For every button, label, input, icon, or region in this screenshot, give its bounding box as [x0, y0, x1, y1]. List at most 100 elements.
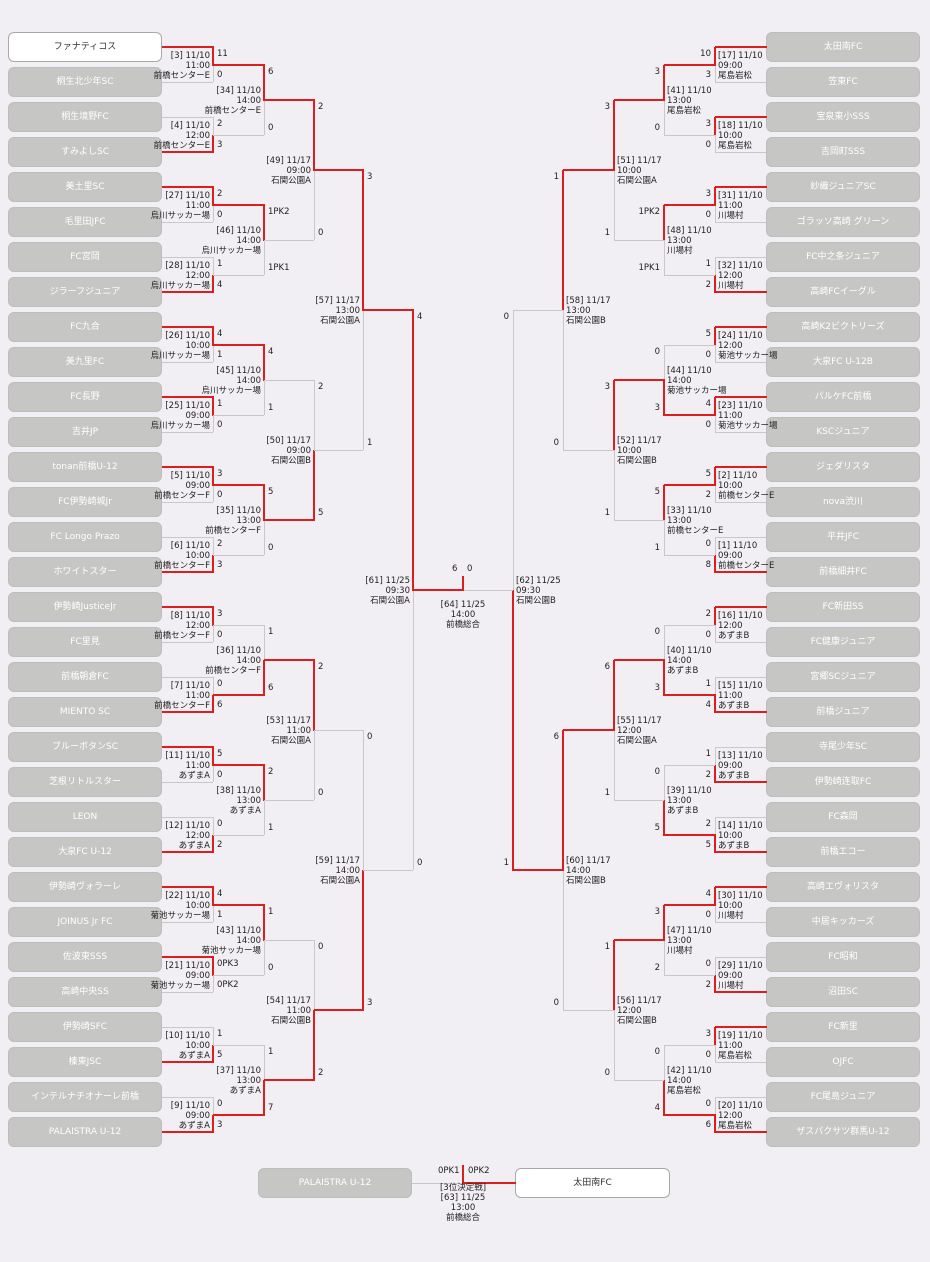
match-venue: 川場村: [718, 910, 744, 921]
team-box-left[interactable]: MIENTO SC: [8, 697, 162, 727]
team-box-right[interactable]: ザスパクサツ群馬U-12: [766, 1117, 920, 1147]
team-box-right[interactable]: 吉岡町SSS: [766, 137, 920, 167]
team-box-right[interactable]: 高崎K2ビクトリーズ: [766, 312, 920, 342]
team-box-right[interactable]: 紗織ジュニアSC: [766, 172, 920, 202]
bracket-line: [212, 467, 214, 486]
match-number: [26]: [165, 330, 183, 341]
team-box-left[interactable]: 美土里SC: [8, 172, 162, 202]
team-box-left[interactable]: ブルーボタンSC: [8, 732, 162, 762]
bracket-line: [715, 747, 766, 748]
bracket-line: [613, 659, 615, 731]
team-box-right[interactable]: KSCジュニア: [766, 417, 920, 447]
team-box-right[interactable]: OJFC: [766, 1047, 920, 1077]
third-place-team-left[interactable]: PALAISTRA U-12: [258, 1168, 412, 1198]
match-info: [12] 11/10 12:00 あずまA: [165, 821, 210, 851]
match-number: [6]: [170, 540, 183, 551]
team-box-right[interactable]: FC健康ジュニア: [766, 627, 920, 657]
match-number: [19]: [718, 1030, 736, 1041]
bracket-line: [264, 519, 265, 555]
team-box-right[interactable]: 伊勢崎连取FC: [766, 767, 920, 797]
team-box-left[interactable]: JOINUS Jr FC: [8, 907, 162, 937]
match-venue: 石関公園A: [617, 735, 657, 746]
bracket-line: [563, 869, 564, 1010]
score-bottom: 0: [705, 630, 711, 640]
team-box-left[interactable]: FC Longo Prazo: [8, 522, 162, 552]
score-top: 1: [705, 259, 711, 269]
team-box-right[interactable]: 前橋細井FC: [766, 557, 920, 587]
match-time: 10:00: [718, 130, 743, 141]
match-time: 12:00: [185, 620, 211, 631]
team-box-right[interactable]: 太田南FC: [766, 32, 920, 62]
bracket-line: [314, 449, 363, 451]
match-venue: あずまB: [667, 665, 699, 676]
bracket-line: [162, 186, 214, 188]
bracket-line: [213, 343, 265, 346]
team-box-left[interactable]: ホワイトスター: [8, 557, 162, 587]
team-box-right[interactable]: 寺尾少年SC: [766, 732, 920, 762]
team-box-right[interactable]: FC新里: [766, 1012, 920, 1042]
bracket-line: [715, 1097, 766, 1098]
team-box-left[interactable]: 高崎中央SS: [8, 977, 162, 1007]
team-box-left[interactable]: 伊勢崎SFC: [8, 1012, 162, 1042]
bracket-line: [212, 1114, 214, 1133]
team-box-right[interactable]: パルケFC前橋: [766, 382, 920, 412]
team-box-right[interactable]: nova渋川: [766, 487, 920, 517]
team-box-left[interactable]: PALAISTRA U-12: [8, 1117, 162, 1147]
team-box-left[interactable]: 吉井JP: [8, 417, 162, 447]
team-box-left[interactable]: tonan前橋U-12: [8, 452, 162, 482]
match-time: 12:00: [718, 620, 743, 631]
team-box-right[interactable]: FC尾島ジュニア: [766, 1082, 920, 1112]
match-number-date: [24] 11/10: [718, 331, 778, 341]
team-box-left[interactable]: 桐生北少年SC: [8, 67, 162, 97]
score-bottom: 4: [705, 700, 711, 710]
team-box-right[interactable]: FC中之条ジュニア: [766, 242, 920, 272]
team-box-left[interactable]: 前橋朝倉FC: [8, 662, 162, 692]
team-box-right[interactable]: 中居キッカーズ: [766, 907, 920, 937]
bracket-line: [715, 711, 767, 713]
team-box-right[interactable]: 平井JFC: [766, 522, 920, 552]
team-box-left[interactable]: 大泉FC U-12: [8, 837, 162, 867]
team-box-right[interactable]: FC新田SS: [766, 592, 920, 622]
team-box-right[interactable]: 前橋ジュニア: [766, 697, 920, 727]
team-box-left[interactable]: 伊勢崎ヴォラーレ: [8, 872, 162, 902]
team-box-left[interactable]: すみよしSC: [8, 137, 162, 167]
third-place-team-right[interactable]: 太田南FC: [515, 1168, 670, 1198]
team-box-right[interactable]: 高崎FCイーグル: [766, 277, 920, 307]
team-box-left[interactable]: 榛東JSC: [8, 1047, 162, 1077]
team-box-left[interactable]: FC宮岡: [8, 242, 162, 272]
match-number-date: [35] 11/10: [205, 506, 261, 516]
team-box-right[interactable]: 大泉FC U-12B: [766, 347, 920, 377]
team-box-right[interactable]: 宝泉東小SSS: [766, 102, 920, 132]
match-date: 11/10: [738, 960, 763, 971]
score-top: 4: [705, 889, 711, 899]
team-box-left[interactable]: FC長野: [8, 382, 162, 412]
team-box-right[interactable]: FC昭和: [766, 942, 920, 972]
team-box-right[interactable]: 笠東FC: [766, 67, 920, 97]
team-box-left[interactable]: LEON: [8, 802, 162, 832]
team-box-left[interactable]: インテルナチオナーレ前橋: [8, 1082, 162, 1112]
team-box-right[interactable]: 高崎エヴォリスタ: [766, 872, 920, 902]
bracket-line: [213, 274, 264, 276]
team-box-left[interactable]: FC里見: [8, 627, 162, 657]
team-box-left[interactable]: FC伊勢崎城Jr: [8, 487, 162, 517]
team-box-right[interactable]: 前橋エコー: [766, 837, 920, 867]
team-box-right[interactable]: ゴラッソ高崎 グリーン: [766, 207, 920, 237]
team-box-left[interactable]: 毛里田JFC: [8, 207, 162, 237]
team-box-left[interactable]: 美九里FC: [8, 347, 162, 377]
team-box-left[interactable]: 芝根リトルスター: [8, 767, 162, 797]
team-box-left[interactable]: 桐生境野FC: [8, 102, 162, 132]
bracket-line: [663, 204, 665, 241]
team-box-right[interactable]: ジェダリスタ: [766, 452, 920, 482]
team-box-left[interactable]: ジラーフジュニア: [8, 277, 162, 307]
team-box-left[interactable]: FC九合: [8, 312, 162, 342]
team-box-right[interactable]: 沼田SC: [766, 977, 920, 1007]
bracket-line: [664, 624, 715, 626]
bracket-line: [263, 764, 265, 801]
match-number: [58]: [566, 295, 584, 306]
team-box-left[interactable]: 佐波東SSS: [8, 942, 162, 972]
team-box-right[interactable]: 宮郷SCジュニア: [766, 662, 920, 692]
match-info: [46] 11/10 14:00 烏川サッカー場: [201, 226, 261, 256]
team-box-right[interactable]: FC森岡: [766, 802, 920, 832]
team-box-left[interactable]: 伊勢崎JusticeJr: [8, 592, 162, 622]
team-box-left[interactable]: ファナティコス: [8, 32, 162, 62]
